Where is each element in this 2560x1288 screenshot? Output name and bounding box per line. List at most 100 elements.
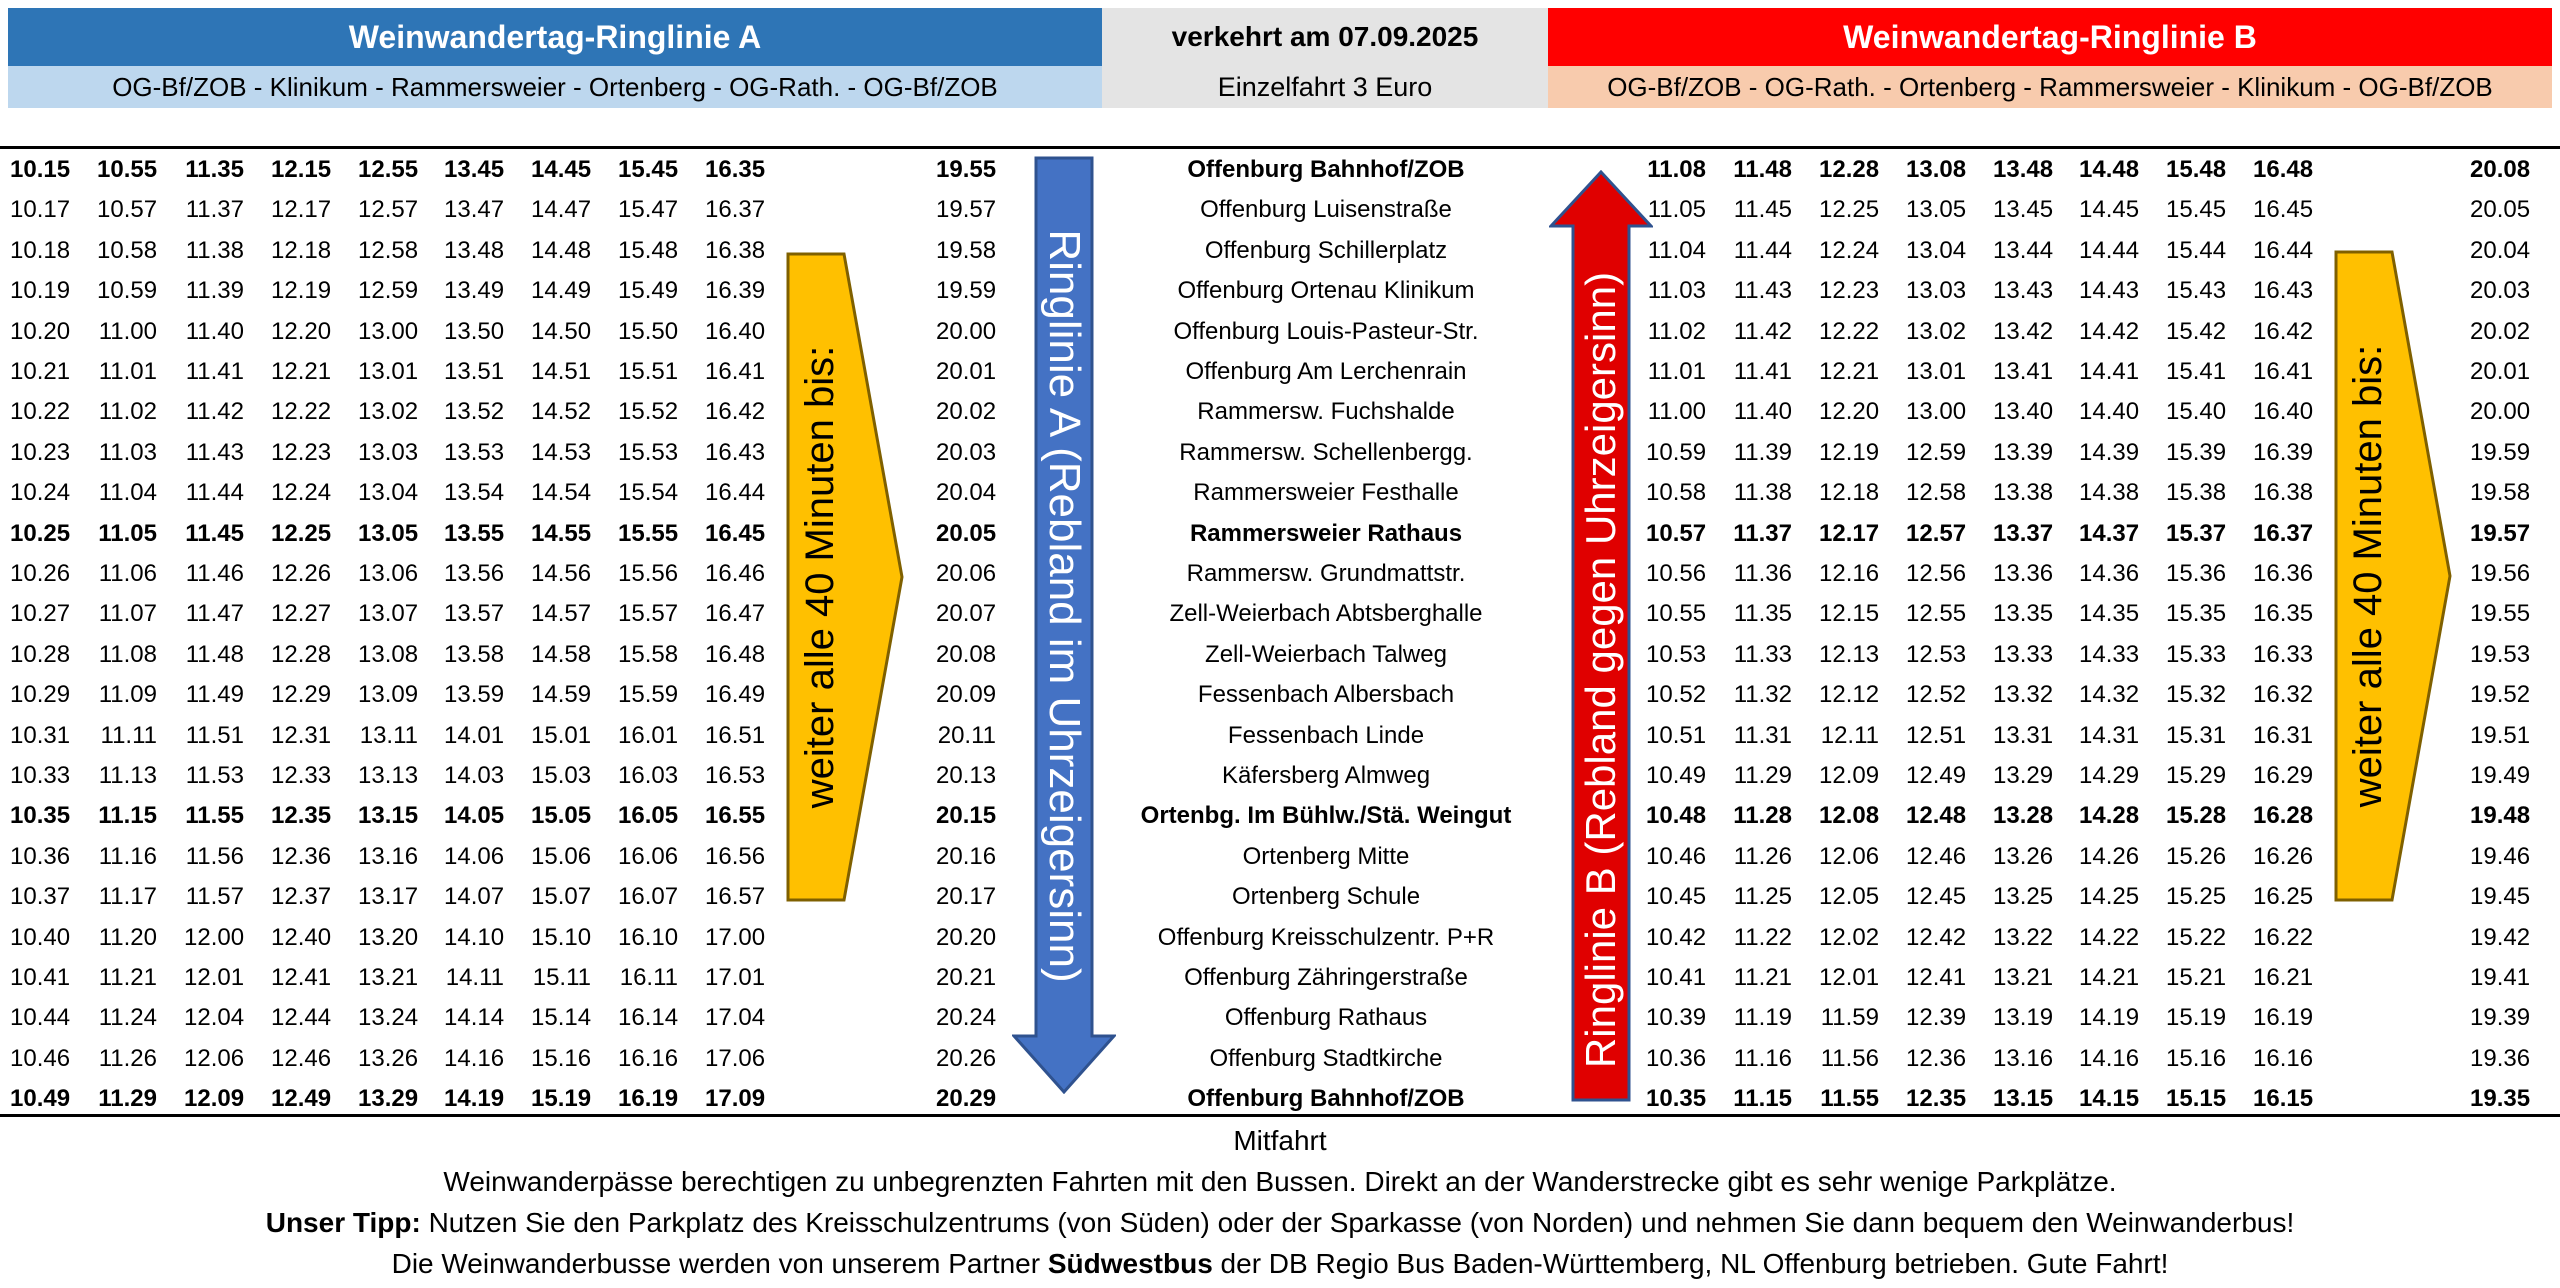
line-a-time: 14.45 bbox=[531, 156, 592, 183]
line-b-time: 11.02 bbox=[1647, 317, 1706, 345]
line-a-time: 10.36 bbox=[10, 842, 71, 870]
table-row: 10.26 11.06 11.46 12.26 13.06 13.56 14.56 15.56… bbox=[0, 554, 2560, 594]
line-a-time: 11.06 bbox=[98, 560, 157, 587]
line-a-time: 14.03 bbox=[444, 762, 505, 789]
stop-name: Offenburg Stadtkirche bbox=[1209, 1044, 1443, 1072]
stop-name: Offenburg Ortenau Klinikum bbox=[1177, 277, 1475, 305]
line-b-direction-arrow: Ringlinie B (Rebland gegen Uhrzeigersinn… bbox=[1549, 170, 1653, 1102]
line-a-time: 11.07 bbox=[98, 600, 157, 628]
line-a-time: 12.19 bbox=[271, 277, 332, 305]
line-b-time: 13.02 bbox=[1906, 317, 1967, 345]
table-row: 10.46 11.26 12.06 12.46 13.26 14.16 15.16 16.16… bbox=[0, 1039, 2560, 1079]
line-b-time: 13.29 bbox=[1993, 762, 2054, 789]
line-a-time: 10.20 bbox=[10, 317, 71, 345]
line-b-time: 13.26 bbox=[1993, 842, 2054, 870]
line-a-time: 15.16 bbox=[531, 1044, 592, 1072]
line-b-last-time: 20.01 bbox=[2470, 358, 2531, 385]
line-b-time: 12.48 bbox=[1906, 802, 1967, 830]
line-b-time: 15.45 bbox=[2166, 196, 2227, 224]
line-b-time: 12.36 bbox=[1906, 1044, 1967, 1072]
line-a-time: 13.56 bbox=[444, 560, 505, 587]
line-b-time: 11.36 bbox=[1733, 560, 1792, 587]
line-b-time: 12.02 bbox=[1819, 923, 1880, 951]
stop-name: Rammersw. Grundmattstr. bbox=[1186, 560, 1466, 587]
line-b-time: 13.37 bbox=[1993, 519, 2054, 547]
line-a-time: 16.46 bbox=[705, 560, 766, 587]
line-b-time: 13.21 bbox=[1993, 964, 2054, 991]
line-b-time: 12.24 bbox=[1819, 236, 1880, 264]
line-b-time: 14.22 bbox=[2079, 923, 2140, 951]
line-b-time: 12.16 bbox=[1819, 560, 1880, 587]
line-a-time: 11.38 bbox=[185, 236, 244, 264]
arrow-down-icon bbox=[1012, 156, 1116, 1094]
interval-arrow-right: weiter alle 40 Minuten bis: bbox=[2334, 250, 2452, 902]
line-b-last-time: 19.49 bbox=[2470, 762, 2531, 789]
line-b-time: 12.01 bbox=[1819, 964, 1880, 991]
line-a-time: 15.14 bbox=[531, 1004, 592, 1032]
line-b-time: 10.41 bbox=[1646, 964, 1707, 991]
line-a-time: 15.53 bbox=[618, 438, 679, 466]
line-a-time: 16.37 bbox=[705, 196, 766, 224]
line-a-time: 12.22 bbox=[271, 398, 332, 426]
line-a-time: 10.55 bbox=[97, 156, 158, 183]
line-b-time: 12.20 bbox=[1819, 398, 1880, 426]
line-b-time: 15.22 bbox=[2166, 923, 2227, 951]
line-a-time: 10.49 bbox=[10, 1085, 71, 1113]
stop-name: Rammersweier Festhalle bbox=[1193, 479, 1459, 507]
line-a-time: 16.16 bbox=[618, 1044, 679, 1072]
line-a-time: 11.40 bbox=[185, 317, 244, 345]
line-a-time: 16.07 bbox=[618, 883, 679, 911]
line-a-time: 12.21 bbox=[271, 358, 332, 385]
line-a-time: 15.06 bbox=[531, 842, 592, 870]
line-a-time: 13.03 bbox=[358, 438, 419, 466]
line-b-time: 14.37 bbox=[2079, 519, 2140, 547]
line-a-time: 13.24 bbox=[358, 1004, 419, 1032]
line-a-time: 15.56 bbox=[618, 560, 679, 587]
line-a-time: 11.03 bbox=[98, 438, 157, 466]
stop-name: Ortenbg. Im Bühlw./Stä. Weingut bbox=[1140, 802, 1512, 830]
line-a-time: 16.03 bbox=[618, 762, 679, 789]
line-b-time: 16.41 bbox=[2253, 358, 2314, 385]
line-a-time: 10.22 bbox=[10, 398, 71, 426]
line-a-time: 14.48 bbox=[531, 236, 592, 264]
line-b-last-time: 20.08 bbox=[2470, 156, 2531, 183]
line-b-time: 14.35 bbox=[2079, 600, 2140, 628]
line-a-time: 13.09 bbox=[358, 681, 419, 709]
line-b-time: 13.45 bbox=[1993, 196, 2054, 224]
line-b-time: 12.15 bbox=[1819, 600, 1880, 628]
line-b-time: 11.15 bbox=[1733, 1085, 1792, 1113]
line-a-direction-text: Ringlinie A (Rebland im Uhrzeigersinn) bbox=[1040, 229, 1089, 983]
line-a-time: 14.06 bbox=[444, 842, 505, 870]
line-b-time: 11.39 bbox=[1733, 438, 1792, 466]
footer-line-3: Unser Tipp: Nutzen Sie den Parkplatz des… bbox=[0, 1202, 2560, 1243]
line-b-time: 11.31 bbox=[1733, 721, 1792, 749]
line-b-time: 11.22 bbox=[1733, 923, 1792, 951]
line-b-time: 14.36 bbox=[2079, 560, 2140, 587]
line-a-time: 14.01 bbox=[444, 721, 505, 749]
line-a-time: 11.53 bbox=[185, 762, 244, 789]
line-a-time: 13.16 bbox=[358, 842, 419, 870]
stop-name: Rammersw. Fuchshalde bbox=[1197, 398, 1455, 426]
line-b-last-time: 19.45 bbox=[2470, 883, 2531, 911]
table-row: 10.25 11.05 11.45 12.25 13.05 13.55 14.55 15.55… bbox=[0, 514, 2560, 554]
line-b-time: 15.44 bbox=[2166, 236, 2227, 264]
line-b-time: 11.45 bbox=[1733, 196, 1792, 224]
line-b-route: OG-Bf/ZOB - OG-Rath. - Ortenberg - Ramme… bbox=[1548, 66, 2552, 108]
line-a-time: 14.57 bbox=[531, 600, 592, 628]
stop-name: Fessenbach Linde bbox=[1227, 721, 1425, 749]
line-a-time: 10.28 bbox=[10, 640, 71, 668]
line-b-last-time: 19.51 bbox=[2470, 721, 2531, 749]
line-a-last-time: 20.07 bbox=[936, 600, 997, 628]
line-b-time: 11.04 bbox=[1647, 236, 1706, 264]
table-row: 10.41 11.21 12.01 12.41 13.21 14.11 15.11 16.11… bbox=[0, 958, 2560, 998]
line-a-time: 10.40 bbox=[10, 923, 71, 951]
line-a-time: 10.29 bbox=[10, 681, 71, 709]
line-a-last-time: 19.58 bbox=[936, 236, 997, 264]
line-b-time: 11.59 bbox=[1820, 1004, 1879, 1032]
line-a-time: 16.38 bbox=[705, 236, 766, 264]
line-a-time: 12.31 bbox=[271, 721, 332, 749]
line-b-last-time: 19.48 bbox=[2470, 802, 2531, 830]
line-a-time: 14.54 bbox=[531, 479, 592, 507]
line-b-time: 16.32 bbox=[2253, 681, 2314, 709]
line-b-time: 13.44 bbox=[1993, 236, 2054, 264]
